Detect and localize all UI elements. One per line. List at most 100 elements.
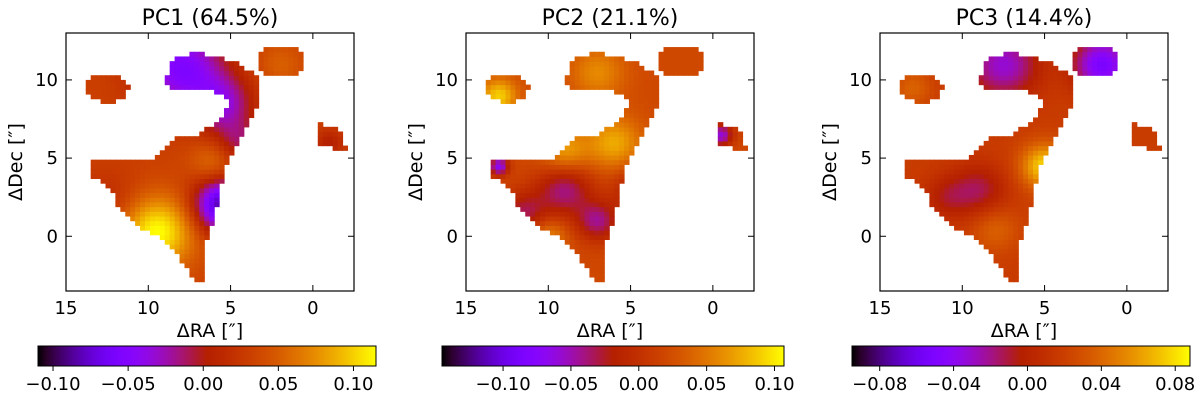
heatmap-cell (998, 65, 1005, 72)
heatmap-cell (1023, 65, 1029, 72)
heatmap-cell (604, 61, 610, 67)
heatmap-cell (599, 154, 605, 161)
heatmap-cell (643, 103, 650, 109)
heatmap-cell (199, 140, 205, 147)
heatmap-cell (1033, 126, 1039, 133)
colorbar-tick-label: −0.05 (543, 374, 598, 395)
heatmap-cell (115, 173, 121, 180)
heatmap-cell (520, 173, 526, 180)
heatmap-cell (120, 173, 126, 180)
heatmap-cell (135, 178, 141, 184)
heatmap-cell (204, 192, 210, 198)
heatmap-cell (998, 262, 1005, 269)
heatmap-cell (589, 197, 595, 203)
heatmap-cell (934, 84, 940, 90)
heatmap-cell (968, 187, 975, 194)
heatmap-cell (238, 75, 245, 81)
heatmap-cell (214, 173, 220, 180)
heatmap-cell (169, 192, 176, 198)
heatmap-cell (628, 70, 635, 76)
heatmap-cell (1097, 56, 1103, 62)
heatmap-cell (219, 154, 225, 161)
heatmap-cell (1037, 75, 1044, 81)
heatmap-cell (214, 150, 220, 156)
heatmap-cell (125, 197, 131, 203)
axes-frame (65, 32, 355, 292)
heatmap-cell (544, 178, 551, 184)
heatmap-cell (623, 79, 630, 86)
heatmap-cell (983, 187, 990, 194)
x-tick-label: 15 (55, 298, 78, 319)
heatmap-cell (653, 98, 660, 104)
heatmap-cell (189, 164, 195, 170)
heatmap-cell (1042, 126, 1049, 133)
heatmap-cell (604, 220, 610, 226)
heatmap-cell (1102, 65, 1108, 72)
heatmap-cell (248, 75, 255, 81)
heatmap-cell (140, 192, 146, 198)
heatmap-cell (184, 79, 191, 86)
heatmap-cell (599, 70, 605, 76)
heatmap-cell (949, 178, 955, 184)
heatmap-cell (998, 84, 1005, 90)
heatmap-cell (1042, 122, 1049, 128)
heatmap-cell (648, 75, 655, 81)
heatmap-cell (174, 206, 181, 212)
heatmap-cell (115, 84, 121, 90)
heatmap-cell (579, 187, 586, 194)
heatmap-cell (144, 159, 151, 165)
heatmap-cell (1008, 56, 1014, 62)
heatmap-cell (214, 183, 220, 189)
heatmap-cell (500, 159, 507, 165)
heatmap-cell (184, 75, 191, 81)
heatmap-cell (988, 197, 995, 203)
heatmap-cell (633, 117, 640, 123)
heatmap-cell (983, 220, 990, 226)
heatmap-cell (223, 84, 230, 90)
heatmap-cell (623, 65, 630, 72)
heatmap-cell (535, 215, 541, 222)
heatmap-cell (283, 47, 289, 53)
heatmap-cell (159, 187, 166, 194)
heatmap-cell (1003, 262, 1009, 269)
heatmap-cell (609, 187, 615, 194)
heatmap-cell (1013, 164, 1019, 170)
heatmap-cell (214, 201, 220, 208)
heatmap-cell (983, 145, 990, 151)
heatmap-cell (293, 56, 299, 62)
heatmap-cell (574, 70, 581, 76)
heatmap-cell (628, 75, 635, 81)
heatmap-cell (589, 84, 595, 90)
heatmap-cell (515, 75, 521, 81)
heatmap-cell (609, 70, 615, 76)
heatmap-cell (1087, 61, 1093, 67)
heatmap-cell (199, 230, 205, 236)
heatmap-cell (1018, 150, 1024, 156)
heatmap-cell (914, 84, 921, 90)
chart-title: PC2 (21.1%) (542, 6, 679, 31)
heatmap-cell (958, 187, 965, 194)
heatmap-cell (963, 169, 970, 175)
heatmap-cell (688, 61, 694, 67)
heatmap-cell (209, 131, 215, 137)
heatmap-cell (223, 140, 230, 147)
heatmap-cell (204, 178, 210, 184)
heatmap-cell (968, 225, 975, 231)
heatmap-cell (164, 239, 171, 245)
heatmap-cell (209, 178, 215, 184)
heatmap-cell (564, 169, 571, 175)
heatmap-cell (510, 89, 516, 95)
heatmap-cell (219, 117, 225, 123)
heatmap-cell (169, 164, 176, 170)
heatmap-cell (579, 220, 586, 226)
heatmap-cell (105, 98, 112, 104)
heatmap-cell (228, 117, 235, 123)
heatmap-cell (495, 93, 502, 100)
heatmap-cell (1023, 164, 1029, 170)
heatmap-cell (95, 75, 102, 81)
heatmap-cell (569, 169, 576, 175)
heatmap-cell (490, 164, 497, 170)
heatmap-cell (1018, 136, 1024, 142)
heatmap-cell (214, 122, 220, 128)
heatmap-cell (120, 192, 126, 198)
